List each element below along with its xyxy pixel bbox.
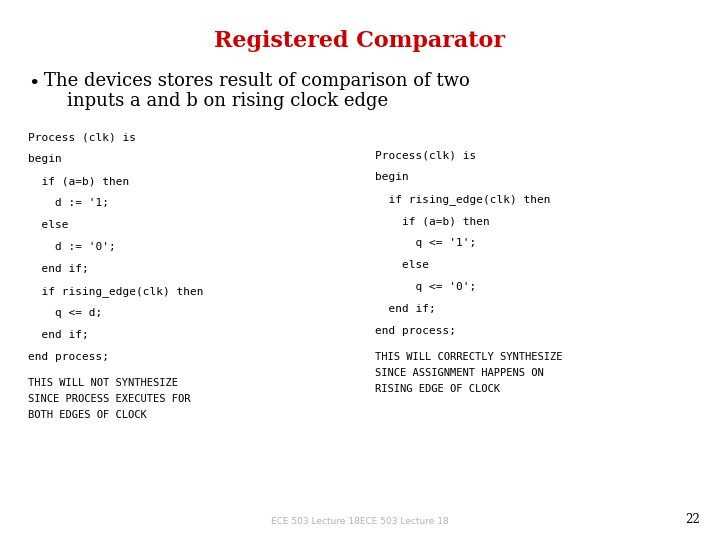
Text: end if;: end if;	[375, 304, 436, 314]
Text: THIS WILL NOT SYNTHESIZE: THIS WILL NOT SYNTHESIZE	[28, 378, 178, 388]
Text: •: •	[28, 75, 40, 93]
Text: Registered Comparator: Registered Comparator	[215, 30, 505, 52]
Text: end if;: end if;	[28, 264, 89, 274]
Text: RISING EDGE OF CLOCK: RISING EDGE OF CLOCK	[375, 384, 500, 394]
Text: q <= '1';: q <= '1';	[375, 238, 476, 248]
Text: Process(clk) is: Process(clk) is	[375, 150, 476, 160]
Text: if rising_edge(clk) then: if rising_edge(clk) then	[375, 194, 551, 205]
Text: The devices stores result of comparison of two: The devices stores result of comparison …	[44, 72, 469, 90]
Text: Process (clk) is: Process (clk) is	[28, 132, 136, 142]
Text: end process;: end process;	[28, 352, 109, 362]
Text: end if;: end if;	[28, 330, 89, 340]
Text: q <= '0';: q <= '0';	[375, 282, 476, 292]
Text: end process;: end process;	[375, 326, 456, 336]
Text: SINCE ASSIGNMENT HAPPENS ON: SINCE ASSIGNMENT HAPPENS ON	[375, 368, 544, 378]
Text: if rising_edge(clk) then: if rising_edge(clk) then	[28, 286, 204, 297]
Text: q <= d;: q <= d;	[28, 308, 102, 318]
Text: d := '0';: d := '0';	[28, 242, 116, 252]
Text: ECE 503 Lecture 18ECE 503 Lecture 18: ECE 503 Lecture 18ECE 503 Lecture 18	[271, 517, 449, 526]
Text: begin: begin	[375, 172, 409, 182]
Text: 22: 22	[685, 513, 700, 526]
Text: else: else	[28, 220, 68, 230]
Text: else: else	[375, 260, 429, 270]
Text: d := '1;: d := '1;	[28, 198, 109, 208]
Text: THIS WILL CORRECTLY SYNTHESIZE: THIS WILL CORRECTLY SYNTHESIZE	[375, 352, 562, 362]
Text: BOTH EDGES OF CLOCK: BOTH EDGES OF CLOCK	[28, 410, 147, 420]
Text: begin: begin	[28, 154, 62, 164]
Text: if (a=b) then: if (a=b) then	[375, 216, 490, 226]
Text: if (a=b) then: if (a=b) then	[28, 176, 130, 186]
Text: SINCE PROCESS EXECUTES FOR: SINCE PROCESS EXECUTES FOR	[28, 394, 191, 404]
Text: inputs a and b on rising clock edge: inputs a and b on rising clock edge	[44, 92, 388, 110]
